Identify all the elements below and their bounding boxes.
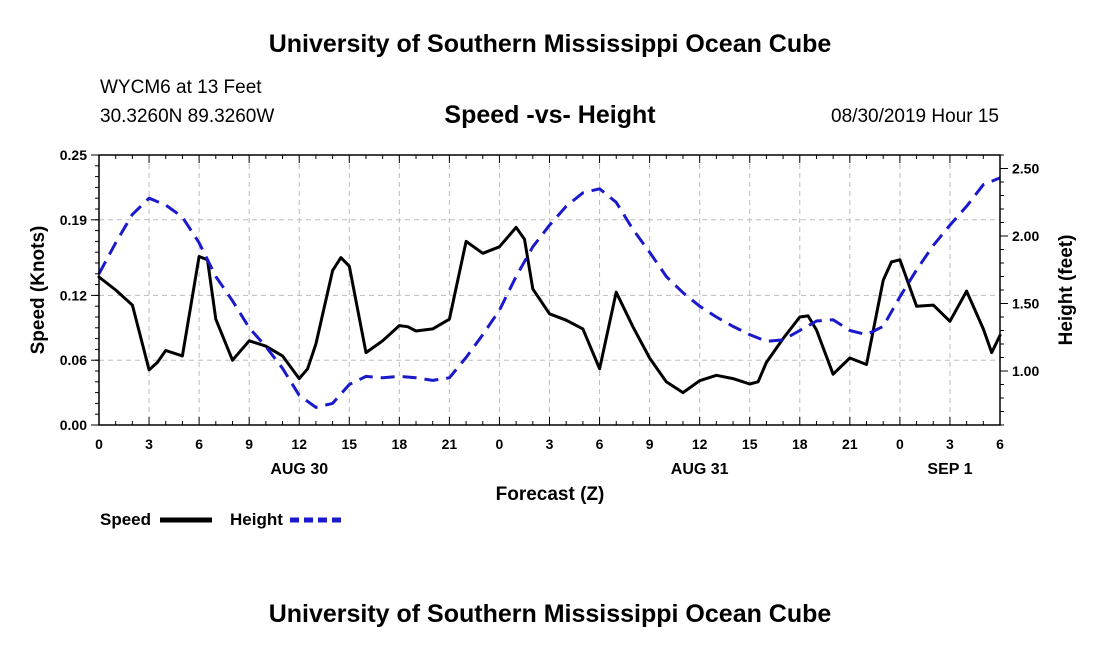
y-right-tick-label: 2.00	[1012, 228, 1039, 244]
x-tick-label: 18	[392, 436, 408, 452]
y-right-tick-label: 1.50	[1012, 296, 1039, 312]
date-label: AUG 30	[270, 461, 328, 478]
x-tick-label: 3	[546, 436, 554, 452]
y-left-tick-label: 0.06	[60, 352, 87, 368]
x-tick-label: 9	[245, 436, 253, 452]
footer-title: University of Southern Mississippi Ocean…	[268, 600, 832, 628]
x-tick-label: 6	[195, 436, 203, 452]
x-tick-label: 0	[496, 436, 504, 452]
x-tick-label: 9	[646, 436, 654, 452]
x-tick-label: 0	[896, 436, 904, 452]
x-tick-label: 3	[946, 436, 954, 452]
x-tick-label: 15	[742, 436, 758, 452]
legend-speed-label: Speed	[100, 510, 151, 529]
axes: 0 3 6 9 12 15 18 21 0 3 6 9 12 15 18 21 0 3 6 AUG 30 AUG 31 S…	[60, 147, 1040, 478]
x-tick-label: 6	[596, 436, 604, 452]
y-axis-left-title: Speed (Knots)	[28, 226, 49, 355]
grid	[99, 155, 1000, 425]
series-layer	[97, 176, 1002, 409]
legend: Speed Height	[100, 510, 342, 529]
y-axis-right-title: Height (feet)	[1056, 235, 1077, 346]
x-axis-title: Forecast (Z)	[496, 484, 605, 505]
x-tick-label: 21	[442, 436, 458, 452]
y-left-tick-label: 0.00	[60, 417, 87, 433]
coordinates-label: 30.3260N 89.3260W	[100, 106, 275, 127]
series-speed-line	[97, 225, 1002, 395]
date-label: AUG 31	[671, 461, 729, 478]
series-height-line	[97, 176, 1001, 409]
forecast-datetime: 08/30/2019 Hour 15	[831, 106, 999, 127]
x-tick-label: 18	[792, 436, 808, 452]
date-label: SEP 1	[927, 461, 972, 478]
y-right-tick-label: 2.50	[1012, 161, 1039, 177]
legend-height-label: Height	[230, 510, 283, 529]
station-label: WYCM6 at 13 Feet	[100, 77, 262, 98]
x-tick-label: 0	[95, 436, 103, 452]
x-tick-label: 3	[145, 436, 153, 452]
x-tick-label: 15	[341, 436, 357, 452]
x-tick-label: 6	[996, 436, 1004, 452]
y-right-tick-label: 1.00	[1012, 363, 1039, 379]
y-left-tick-label: 0.12	[60, 287, 87, 303]
x-tick-label: 12	[692, 436, 708, 452]
x-tick-label: 21	[842, 436, 858, 452]
header-title: University of Southern Mississippi Ocean…	[268, 30, 832, 58]
x-tick-label: 12	[291, 436, 307, 452]
y-left-tick-label: 0.19	[60, 212, 87, 228]
y-left-tick-label: 0.25	[60, 147, 87, 163]
chart-subtitle: Speed -vs- Height	[444, 101, 656, 129]
